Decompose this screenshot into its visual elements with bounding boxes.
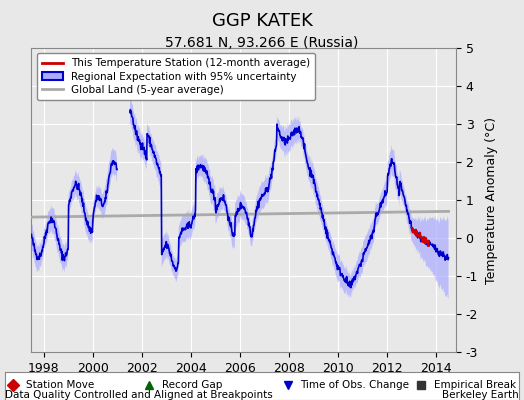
Text: Berkeley Earth: Berkeley Earth [442, 390, 519, 400]
Text: 57.681 N, 93.266 E (Russia): 57.681 N, 93.266 E (Russia) [165, 36, 359, 50]
Text: Record Gap: Record Gap [162, 380, 222, 390]
Text: GGP KATEK: GGP KATEK [212, 12, 312, 30]
Text: Empirical Break: Empirical Break [434, 380, 516, 390]
Y-axis label: Temperature Anomaly (°C): Temperature Anomaly (°C) [485, 116, 498, 284]
Text: Time of Obs. Change: Time of Obs. Change [301, 380, 410, 390]
Legend: This Temperature Station (12-month average), Regional Expectation with 95% uncer: This Temperature Station (12-month avera… [37, 53, 315, 100]
Text: Station Move: Station Move [26, 380, 94, 390]
Text: Data Quality Controlled and Aligned at Breakpoints: Data Quality Controlled and Aligned at B… [5, 390, 273, 400]
